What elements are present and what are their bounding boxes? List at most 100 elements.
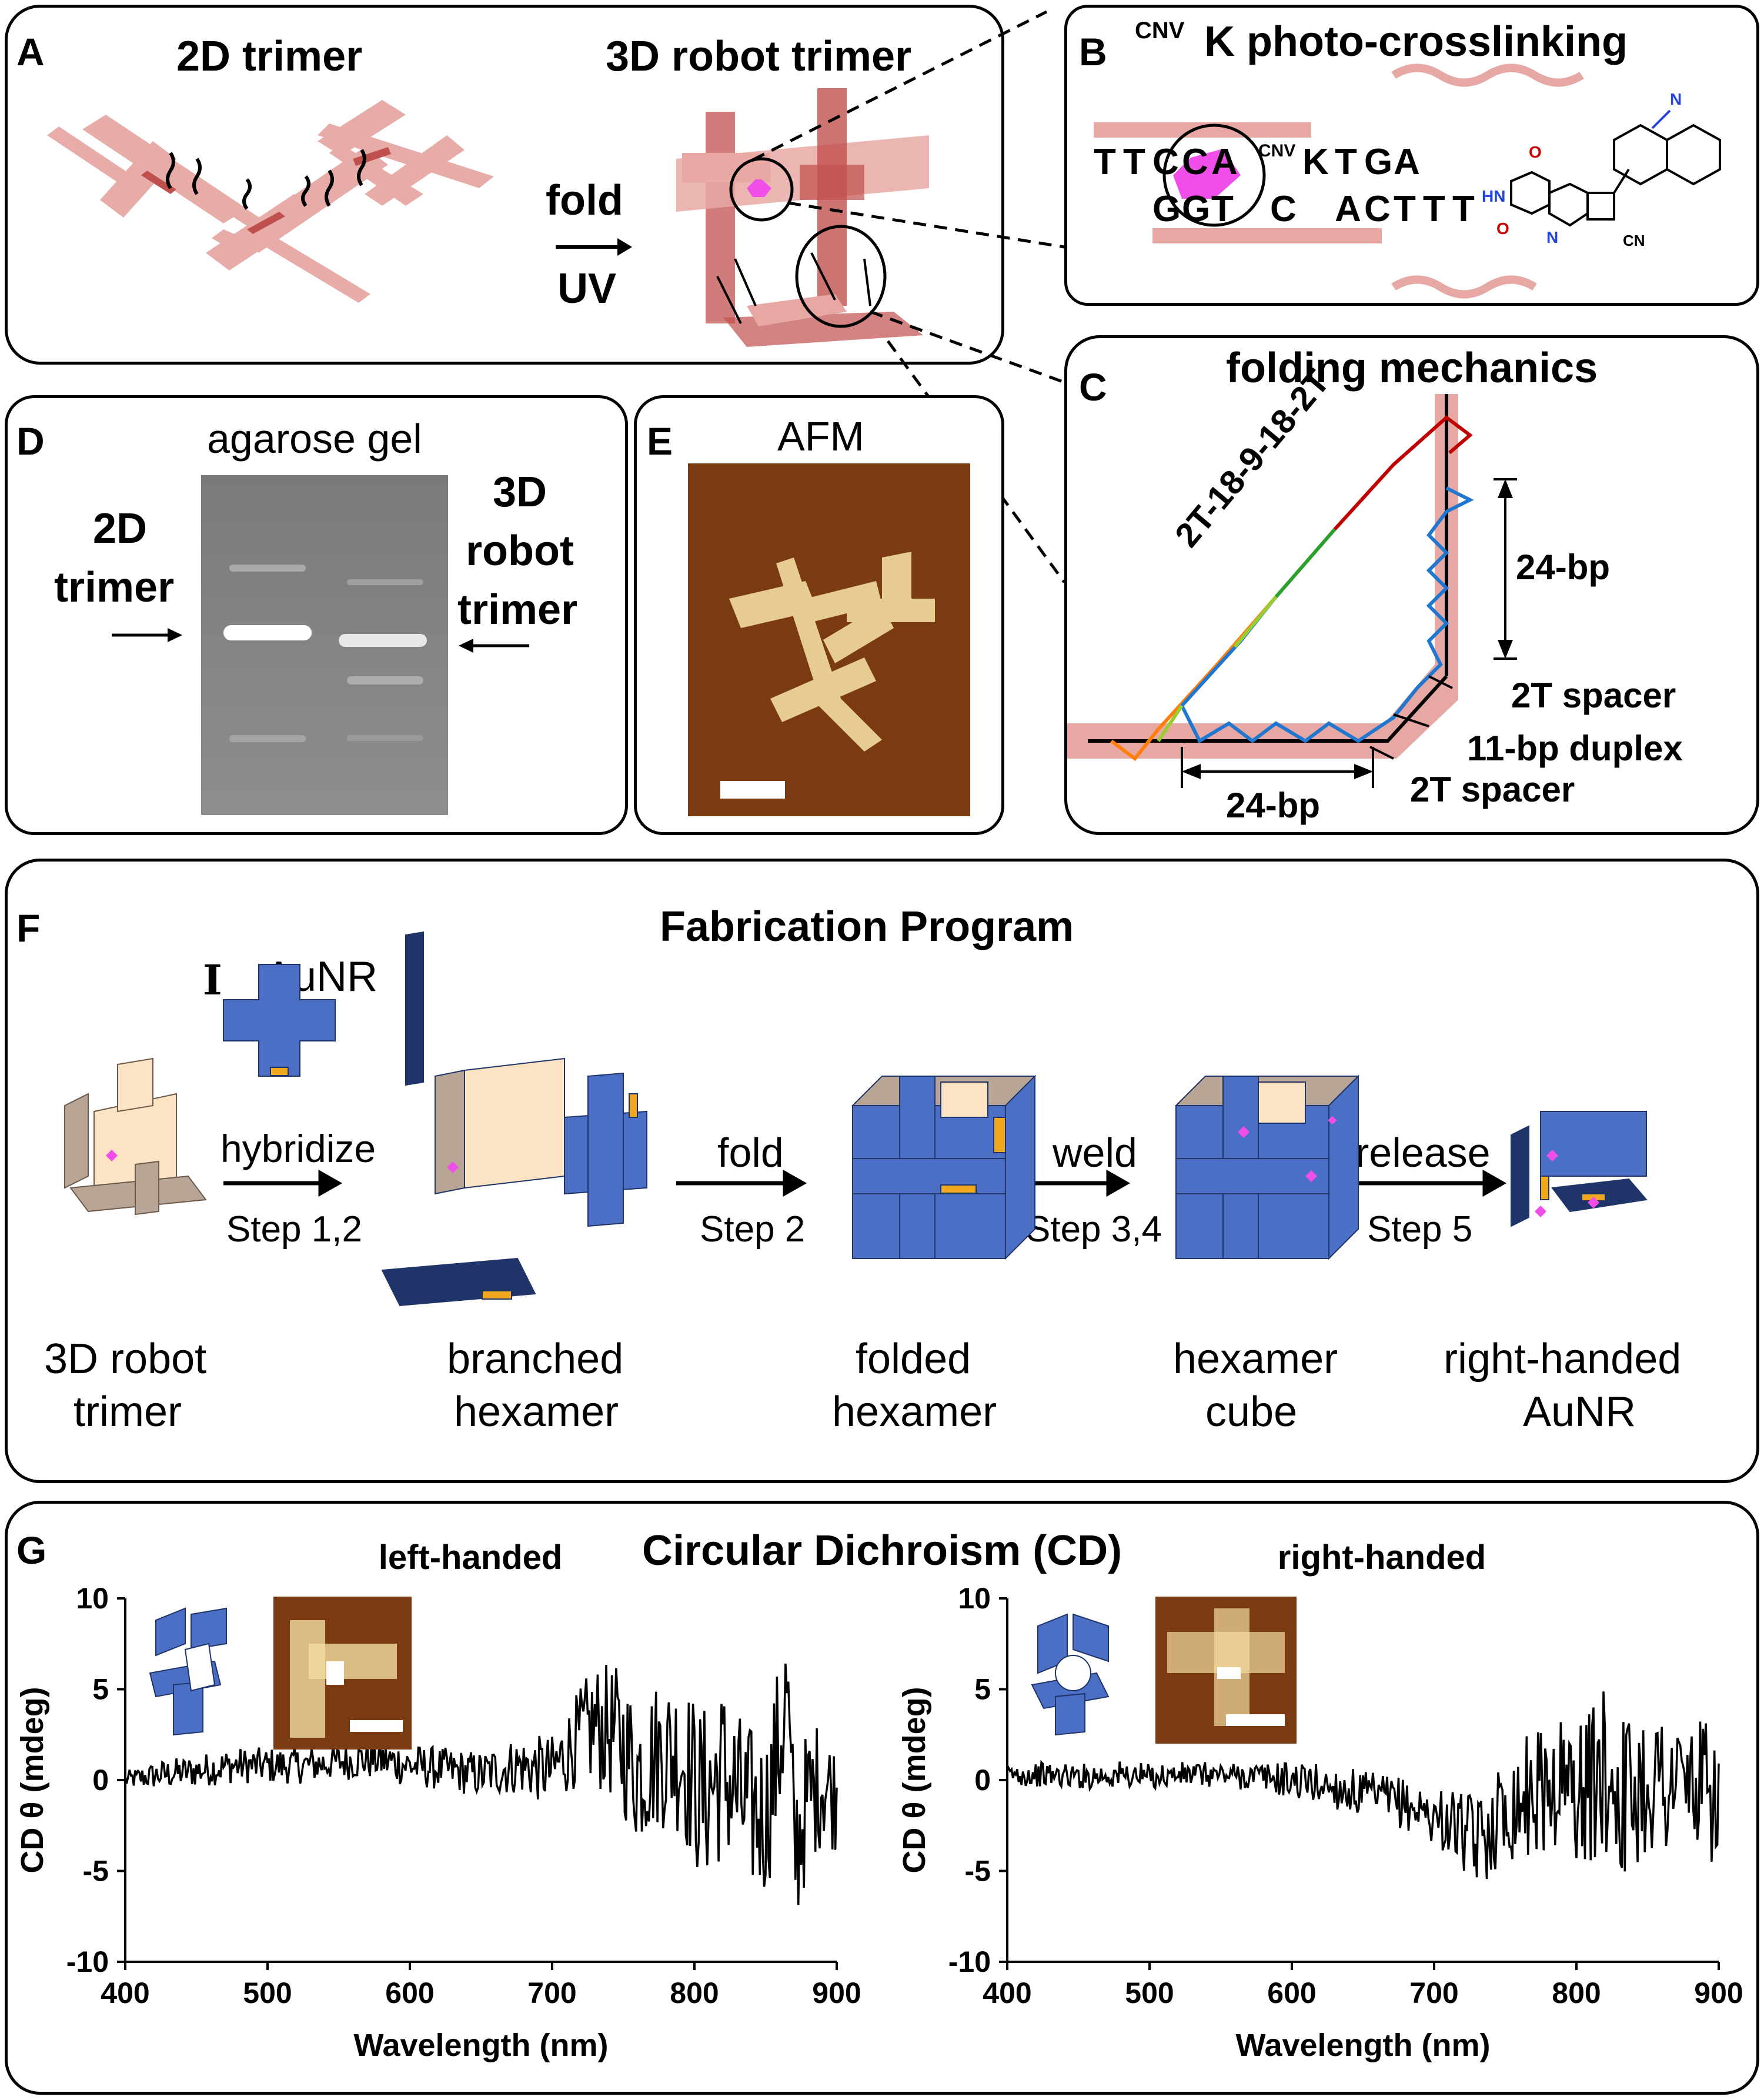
panel-e-letter: E <box>647 419 673 463</box>
afm-scale-bar <box>720 781 785 799</box>
panel-c-title: folding mechanics <box>1226 345 1598 392</box>
step-label-3-4: Step 3,4 <box>1026 1209 1162 1250</box>
y-tick-label: 0 <box>92 1764 109 1797</box>
x-tick-label: 700 <box>1409 1977 1458 2009</box>
panel-b-title: K photo-crosslinking <box>1204 18 1628 65</box>
x-tick-label: 600 <box>385 1977 434 2009</box>
mol-cn: CN <box>1623 232 1645 249</box>
panel-b <box>1064 5 1759 306</box>
base: T <box>1394 189 1416 229</box>
base: T <box>1211 189 1234 229</box>
panel-g-letter: G <box>16 1528 47 1572</box>
step-verb-fold: fold <box>717 1130 784 1176</box>
panel-b-letter: B <box>1079 30 1107 74</box>
panel-f-title: Fabrication Program <box>660 903 1074 950</box>
x-axis-label: Wavelength (nm) <box>1235 2028 1490 2063</box>
x-tick-label: 900 <box>1694 1977 1743 2009</box>
mol-hn: HN <box>1482 187 1505 205</box>
stage-2-line-2: hexamer <box>454 1388 619 1435</box>
afm-image <box>688 463 970 816</box>
y-axis-label: CD θ (mdeg) <box>15 1687 50 1873</box>
cnvk-star-icon <box>1173 149 1241 199</box>
gel-right-label-2: robot <box>466 527 574 575</box>
x-tick-label: 400 <box>101 1977 149 2009</box>
panel-a-fold-label: fold <box>546 177 623 224</box>
right-handed-inset <box>1031 1597 1297 1744</box>
aunr-tile-graphic <box>223 964 336 1077</box>
panel-a-title-3d: 3D robot trimer <box>606 33 912 80</box>
spacer-bottom-label: 2T spacer <box>1410 770 1575 809</box>
stage-2-line-1: branched <box>447 1336 624 1383</box>
chart-title: left-handed <box>379 1538 563 1577</box>
x-tick-label: 500 <box>1125 1977 1174 2009</box>
stage-1-line-1: 3D robot <box>44 1336 207 1383</box>
y-tick-label: -5 <box>965 1855 991 1888</box>
spacer-top-label: 2T spacer <box>1511 676 1676 715</box>
step-verb-hybridize: hybridize <box>220 1127 376 1170</box>
stage-5-line-1: right-handed <box>1444 1336 1682 1383</box>
left-handed-inset <box>149 1597 412 1750</box>
duplex-label: 11-bp duplex <box>1467 729 1683 768</box>
stage1-graphic <box>64 1057 207 1216</box>
base: C <box>1182 142 1208 182</box>
x-tick-label: 800 <box>1552 1977 1601 2009</box>
step-label-2: Step 2 <box>700 1209 806 1250</box>
stage-5-line-2: AuNR <box>1523 1388 1636 1435</box>
gel-right-label-1: 3D <box>493 469 547 516</box>
fold-arrow <box>556 238 632 256</box>
trimer-2d-dark-bands <box>141 147 391 234</box>
stage-4-line-2: cube <box>1205 1388 1298 1435</box>
panel-c-graphic <box>1067 394 1517 788</box>
step-arrows <box>223 1169 1507 1197</box>
y-tick-label: 10 <box>958 1582 991 1615</box>
mol-o1: O <box>1529 143 1542 161</box>
cd-series-line <box>124 1663 838 1905</box>
step-label-1-2: Step 1,2 <box>226 1209 362 1250</box>
bp-right-label: 24-bp <box>1516 547 1611 587</box>
panel-f-graphic <box>64 931 1648 1307</box>
mol-n2: N <box>1546 228 1558 246</box>
panel-e-title: AFM <box>777 413 864 459</box>
step-label-5: Step 5 <box>1367 1209 1473 1250</box>
base: T <box>1123 142 1145 182</box>
base: T <box>1452 189 1475 229</box>
aunr-rod-icon: Ⅰ <box>203 956 222 1004</box>
panel-d-letter: D <box>16 419 45 463</box>
base: T <box>1094 142 1116 182</box>
panel-d-title: agarose gel <box>207 416 422 462</box>
trimer-2d-linkers <box>166 149 366 210</box>
panel-d-graphic <box>112 475 529 815</box>
cd-series-line <box>1006 1691 1720 1879</box>
base: C <box>1364 189 1391 229</box>
base: C <box>1270 189 1297 229</box>
base: T <box>1423 189 1445 229</box>
y-tick-label: -5 <box>83 1855 109 1888</box>
trimer-2d-graphic <box>47 100 494 303</box>
bp-bottom-label: 24-bp <box>1226 786 1321 825</box>
base: G <box>1182 189 1211 229</box>
x-tick-label: 500 <box>243 1977 292 2009</box>
stage2-graphic <box>381 931 647 1307</box>
panel-g-title: Circular Dichroism (CD) <box>642 1527 1122 1574</box>
panel-f-letter: F <box>16 906 41 950</box>
trimer-3d-graphic <box>676 88 929 347</box>
x-tick-label: 800 <box>670 1977 719 2009</box>
base: K <box>1302 142 1329 182</box>
panel-a-uv-label: UV <box>557 265 617 312</box>
stage-4-line-1: hexamer <box>1173 1336 1338 1383</box>
base: G <box>1364 142 1393 182</box>
mol-n: N <box>1670 90 1682 108</box>
base: A <box>1394 142 1420 182</box>
panel-b-graphic: O HN O N CN N <box>1094 64 1721 299</box>
y-tick-label: 0 <box>974 1764 991 1797</box>
gel-left-label-2: trimer <box>54 564 175 611</box>
step-verb-release: release <box>1355 1130 1491 1176</box>
cnvk-star-icon <box>747 179 771 197</box>
gel-left-label-1: 2D <box>93 505 148 552</box>
gel-right-label-3: trimer <box>457 586 578 633</box>
y-tick-label: 10 <box>76 1582 109 1615</box>
y-tick-label: -10 <box>948 1945 991 1978</box>
panel-b-title-sup: CNV <box>1135 18 1185 44</box>
